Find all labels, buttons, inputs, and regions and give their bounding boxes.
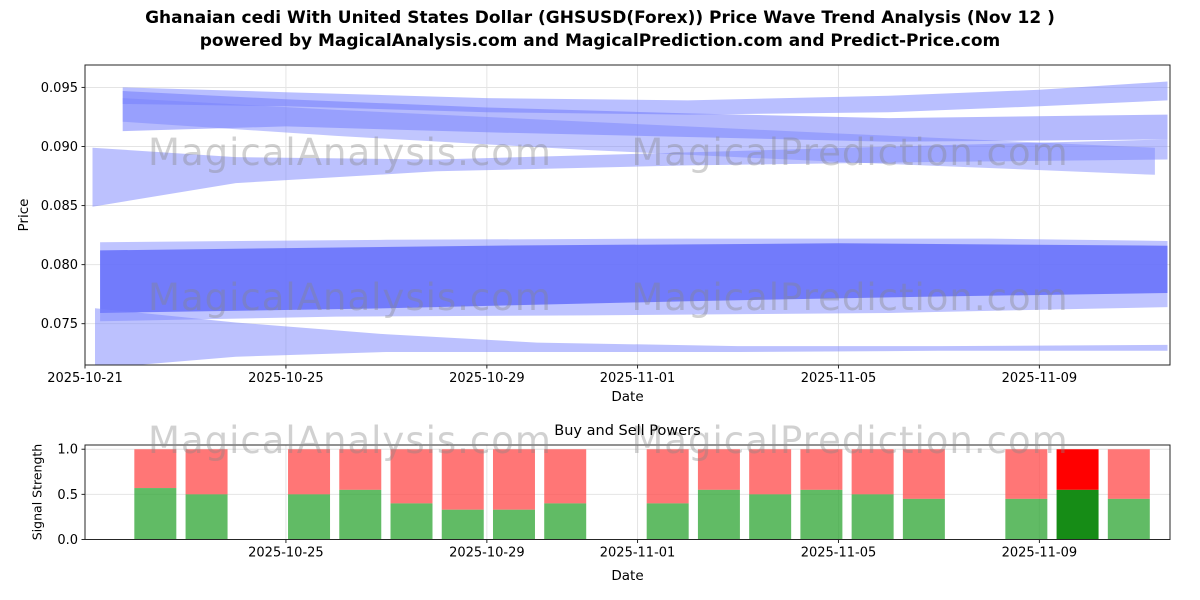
buy-power-bar [1005, 498, 1048, 540]
y-tick-label: 0.075 [41, 317, 78, 332]
y-tick-label: 0.0 [57, 533, 78, 548]
signal-chart-title: Buy and Sell Powers [554, 423, 701, 439]
sell-power-bar [851, 449, 894, 495]
x-tick-label: 2025-11-05 [801, 546, 877, 561]
watermark-prediction-top: MagicalPrediction.com [631, 131, 1069, 174]
x-tick-label: 2025-10-25 [248, 371, 324, 386]
sell-power-bar [800, 449, 843, 490]
x-tick-label: 2025-11-01 [600, 546, 676, 561]
price-band-bottom-sliver-band [95, 308, 1168, 365]
price-wave-trend: 2025-10-21 2025-10-25 2025-10-29 2025-11-01… [41, 64, 1171, 386]
watermark-prediction-bottom: MagicalPrediction.com [631, 419, 1069, 462]
date-axis-label-top: Date [611, 389, 644, 405]
sell-power-bar [339, 449, 382, 490]
sell-power-bar [1005, 449, 1048, 499]
date-axis-label-bottom: Date [611, 568, 644, 584]
x-tick-label: 2025-11-09 [1002, 371, 1078, 386]
sell-power-bar [288, 449, 331, 495]
y-tick-label: 0.095 [41, 81, 78, 96]
buy-power-bar [544, 503, 587, 540]
buy-power-bar [902, 498, 945, 540]
x-tick-label: 2025-10-25 [248, 546, 324, 561]
buy-power-bar [288, 494, 331, 540]
buy-power-bar [851, 494, 894, 540]
buy-power-bar [492, 509, 535, 540]
y-tick-label: 0.080 [41, 258, 78, 273]
page-subtitle: powered by MagicalAnalysis.com and Magic… [199, 31, 1001, 51]
page-title: Ghanaian cedi With United States Dollar … [145, 8, 1055, 28]
sell-power-bar [1107, 449, 1150, 499]
x-tick-label: 2025-11-01 [600, 371, 676, 386]
sell-power-bar [697, 449, 740, 490]
price-band-upper-middle-band [122, 91, 1168, 142]
buy-power-bar [749, 494, 792, 540]
sell-power-bar [185, 449, 228, 495]
sell-power-bar [544, 449, 587, 504]
axis-spine [84, 64, 1171, 366]
x-tick-label: 2025-10-21 [47, 371, 123, 386]
buy-power-bar [441, 509, 484, 540]
sell-power-bar [390, 449, 433, 504]
sell-power-bar [492, 449, 535, 510]
buy-power-bar [1107, 498, 1150, 540]
price-band-lower-band-core [100, 243, 1168, 313]
buy-power-bar [646, 503, 689, 540]
watermark-analysis-top: MagicalAnalysis.com [148, 131, 552, 174]
y-tick-label: 0.5 [57, 488, 78, 503]
buy-power-bar [390, 503, 433, 540]
buy-power-bar [185, 494, 228, 540]
sell-power-bar [749, 449, 792, 495]
axis-spine [84, 444, 1171, 540]
sell-power-bar [134, 449, 177, 489]
sell-power-bar [902, 449, 945, 499]
watermark-prediction-mid: MagicalPrediction.com [631, 276, 1069, 319]
y-tick-label: 0.090 [41, 140, 78, 155]
price-axis-label: Price [16, 198, 32, 232]
signal-strength-axis-label: Signal Strength [29, 443, 45, 541]
buy-power-bar [697, 489, 740, 540]
x-tick-label: 2025-10-29 [449, 371, 525, 386]
sell-power-bar [1056, 449, 1099, 490]
watermark-analysis-bottom: MagicalAnalysis.com [148, 419, 552, 462]
buy-sell-powers: 2025-10-25 2025-10-29 2025-11-01 2025-11-05… [57, 443, 1171, 561]
buy-power-bar [1056, 489, 1099, 540]
buy-power-bar [339, 489, 382, 540]
watermark-analysis-mid: MagicalAnalysis.com [148, 276, 552, 319]
buy-power-bar [800, 489, 843, 540]
price-band-left-rising-band [92, 139, 1168, 207]
x-tick-label: 2025-11-09 [1002, 546, 1078, 561]
buy-power-bar [134, 488, 177, 540]
y-tick-label: 1.0 [57, 443, 78, 458]
x-tick-label: 2025-10-29 [449, 546, 525, 561]
x-tick-label: 2025-11-05 [801, 371, 877, 386]
y-tick-label: 0.085 [41, 199, 78, 214]
sell-power-bar [646, 449, 689, 504]
sell-power-bar [441, 449, 484, 510]
